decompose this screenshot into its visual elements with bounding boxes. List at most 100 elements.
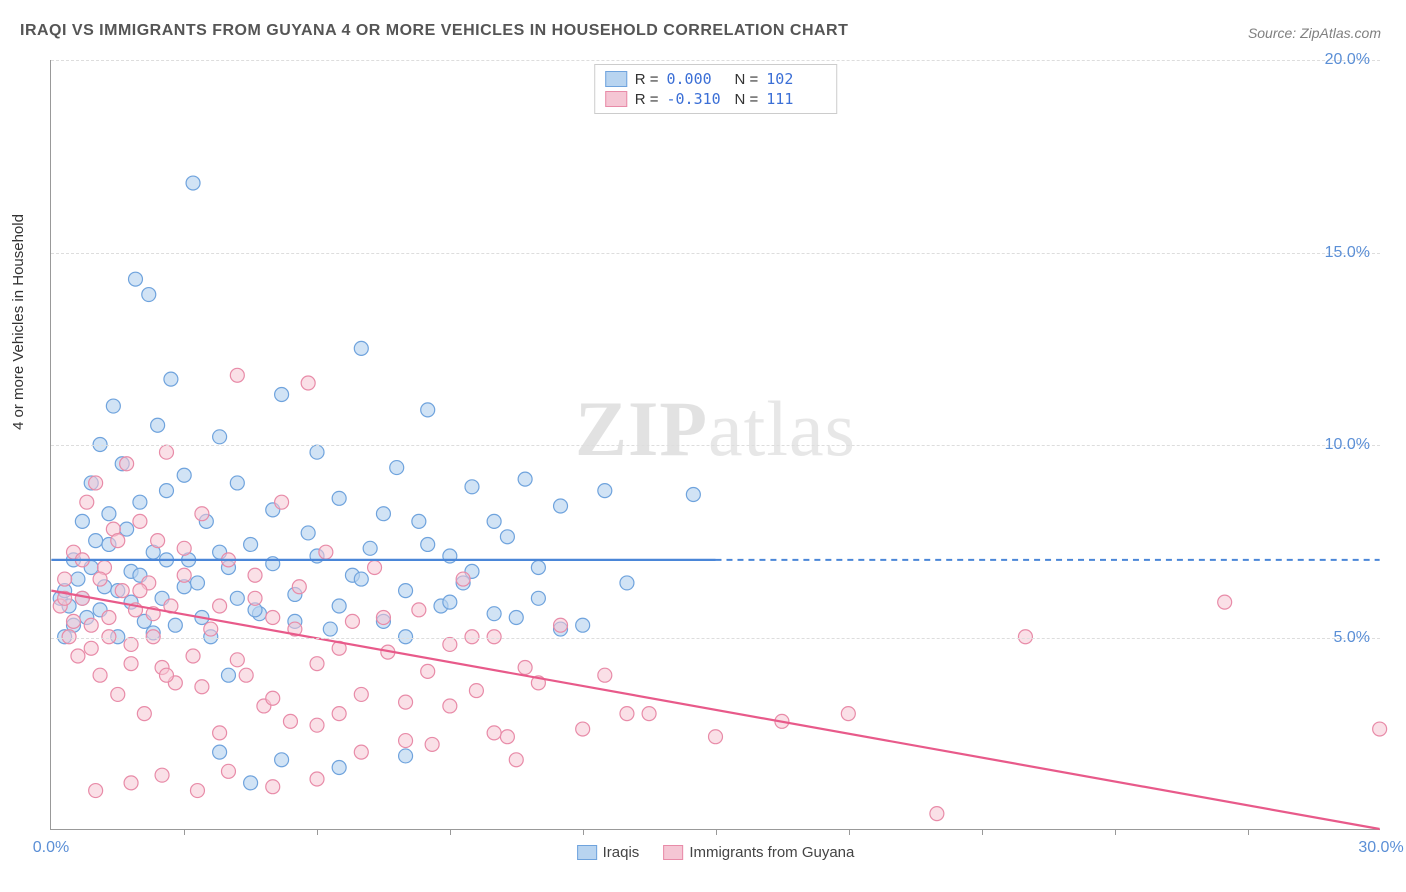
xtick-mark: [982, 829, 983, 835]
gridline-h: [51, 638, 1380, 639]
legend-stat-row: R =-0.310N =111: [605, 89, 827, 109]
xtick-mark: [1248, 829, 1249, 835]
stat-n-label: N =: [735, 71, 759, 88]
data-point: [554, 618, 568, 632]
data-point: [186, 176, 200, 190]
data-point: [487, 726, 501, 740]
data-point: [84, 618, 98, 632]
data-point: [71, 572, 85, 586]
data-point: [67, 614, 81, 628]
data-point: [345, 614, 359, 628]
data-point: [84, 641, 98, 655]
data-point: [155, 768, 169, 782]
data-point: [75, 591, 89, 605]
data-point: [159, 668, 173, 682]
legend-swatch: [605, 71, 627, 87]
data-point: [177, 468, 191, 482]
legend-swatch: [663, 845, 683, 860]
data-point: [319, 545, 333, 559]
data-point: [128, 272, 142, 286]
ytick-label: 20.0%: [1325, 51, 1370, 69]
data-point: [332, 760, 346, 774]
data-point: [399, 749, 413, 763]
data-point: [368, 561, 382, 575]
data-point: [151, 534, 165, 548]
data-point: [518, 472, 532, 486]
xtick-mark: [317, 829, 318, 835]
data-point: [102, 507, 116, 521]
data-point: [244, 776, 258, 790]
data-point: [399, 695, 413, 709]
data-point: [531, 591, 545, 605]
data-point: [500, 730, 514, 744]
legend-series: Iraqis Immigrants from Guyana: [577, 844, 855, 861]
data-point: [399, 734, 413, 748]
data-point: [642, 707, 656, 721]
data-point: [239, 668, 253, 682]
data-point: [230, 368, 244, 382]
data-point: [89, 784, 103, 798]
data-point: [376, 507, 390, 521]
data-point: [620, 576, 634, 590]
data-point: [93, 572, 107, 586]
ytick-label: 15.0%: [1325, 244, 1370, 262]
data-point: [102, 611, 116, 625]
xtick-label: 30.0%: [1358, 839, 1403, 857]
chart-container: IRAQI VS IMMIGRANTS FROM GUYANA 4 OR MOR…: [0, 0, 1406, 892]
data-point: [213, 430, 227, 444]
data-point: [412, 603, 426, 617]
legend-swatch: [605, 91, 627, 107]
data-point: [190, 784, 204, 798]
data-point: [310, 772, 324, 786]
data-point: [354, 687, 368, 701]
data-point: [310, 445, 324, 459]
data-point: [376, 611, 390, 625]
data-point: [213, 726, 227, 740]
xtick-mark: [583, 829, 584, 835]
data-point: [554, 499, 568, 513]
data-point: [443, 595, 457, 609]
data-point: [598, 484, 612, 498]
data-point: [531, 561, 545, 575]
gridline-h: [51, 253, 1380, 254]
data-point: [310, 718, 324, 732]
data-point: [310, 657, 324, 671]
xtick-mark: [716, 829, 717, 835]
data-point: [354, 572, 368, 586]
data-point: [89, 476, 103, 490]
data-point: [620, 707, 634, 721]
legend-series-label: Immigrants from Guyana: [689, 844, 854, 861]
data-point: [221, 668, 235, 682]
data-point: [354, 341, 368, 355]
legend-swatch: [577, 845, 597, 860]
xtick-mark: [184, 829, 185, 835]
data-point: [89, 534, 103, 548]
data-point: [248, 591, 262, 605]
stat-r-label: R =: [635, 91, 659, 108]
data-point: [354, 745, 368, 759]
data-point: [177, 541, 191, 555]
data-point: [80, 495, 94, 509]
y-axis-label: 4 or more Vehicles in Household: [10, 214, 27, 430]
data-point: [213, 745, 227, 759]
data-point: [204, 622, 218, 636]
data-point: [425, 737, 439, 751]
data-point: [332, 599, 346, 613]
data-point: [58, 572, 72, 586]
data-point: [275, 495, 289, 509]
data-point: [275, 388, 289, 402]
legend-series-label: Iraqis: [603, 844, 640, 861]
data-point: [576, 618, 590, 632]
data-point: [71, 649, 85, 663]
source-label: Source: ZipAtlas.com: [1248, 25, 1381, 41]
xtick-mark: [1115, 829, 1116, 835]
data-point: [841, 707, 855, 721]
data-point: [133, 514, 147, 528]
data-point: [709, 730, 723, 744]
data-point: [421, 664, 435, 678]
data-point: [195, 680, 209, 694]
data-point: [124, 776, 138, 790]
data-point: [115, 584, 129, 598]
stat-n-label: N =: [735, 91, 759, 108]
data-point: [576, 722, 590, 736]
